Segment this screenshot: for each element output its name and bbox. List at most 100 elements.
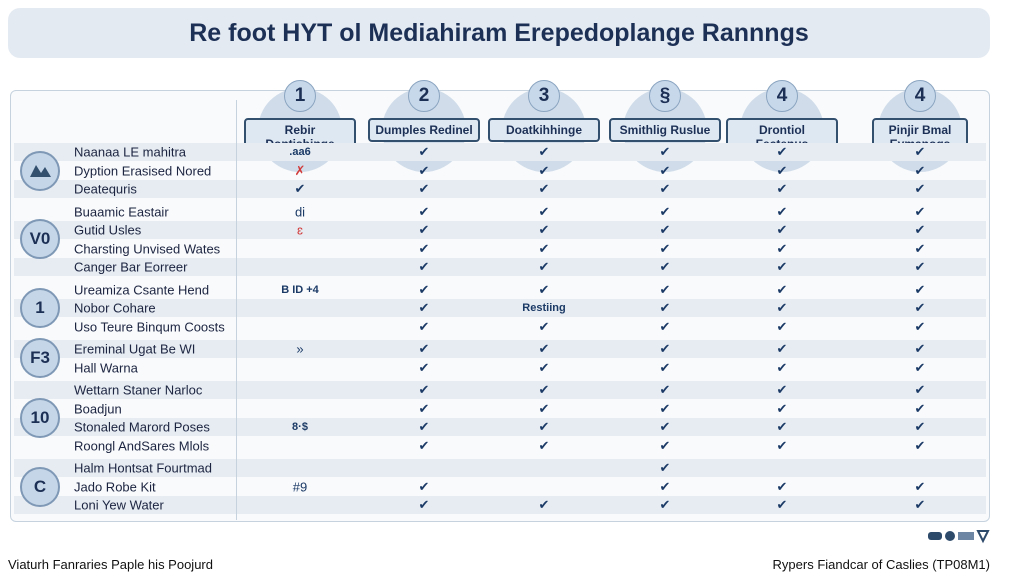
cell-text: B ID +4 (281, 283, 319, 296)
check-mark: ✔ (418, 162, 430, 178)
check-mark: ✔ (914, 400, 926, 416)
check-mark: ✔ (538, 222, 550, 237)
row-band (14, 459, 986, 477)
check-mark: ✔ (418, 240, 430, 256)
check-mark: ✔ (538, 318, 550, 334)
footer-left: Viaturh Fanraries Paple his Poojurd (8, 557, 213, 572)
check-mark: ✔ (538, 382, 550, 397)
row-label: Stonaled Marord Poses (74, 419, 210, 435)
row-label: Naanaa LE mahitra (74, 144, 187, 160)
cell-text: ✗ (294, 162, 306, 178)
column-number: 3 (528, 80, 560, 112)
row-label: Boadjun (74, 401, 122, 416)
check-mark: ✔ (538, 400, 550, 416)
cell-text: .aa6 (289, 146, 311, 158)
check-mark: ✔ (659, 382, 671, 397)
check-mark: ✔ (776, 400, 788, 416)
check-mark: ✔ (776, 300, 788, 315)
check-mark: ✔ (914, 318, 926, 334)
check-mark: ✔ (776, 382, 788, 397)
group-badge: 10 (20, 397, 60, 438)
check-mark: ✔ (776, 437, 788, 453)
row-label: Jado Robe Kit (74, 479, 156, 494)
check-mark: ✔ (914, 240, 926, 256)
footer-right: Rypers Fiandcar of Caslies (TP08M1) (772, 557, 990, 572)
cell-text: 8·$ (292, 421, 308, 433)
check-mark: ✔ (914, 300, 926, 315)
column-label: Smithlig Ruslue (609, 118, 721, 142)
check-mark: ✔ (776, 419, 788, 434)
group-badge: V0 (20, 219, 60, 260)
check-mark: ✔ (776, 240, 788, 256)
check-mark: ✔ (776, 222, 788, 237)
row-band (14, 258, 986, 276)
divider (236, 100, 237, 520)
check-mark: ✔ (418, 478, 430, 494)
check-mark: ✔ (418, 341, 430, 356)
row-band (14, 143, 986, 161)
check-mark: ✔ (914, 341, 926, 356)
check-mark: ✔ (659, 240, 671, 256)
check-mark: ✔ (538, 341, 550, 356)
check-mark: ✔ (776, 144, 788, 159)
row-label: Dyption Erasised Nored (74, 163, 212, 178)
row-band (14, 299, 986, 317)
check-mark: ✔ (776, 203, 788, 219)
cell-text: #9 (292, 479, 308, 494)
check-mark: ✔ (659, 222, 671, 237)
column-label: Doatkihhinge (488, 118, 600, 142)
check-mark: ✔ (538, 259, 550, 274)
row-label: Halm Hontsat Fourtmad (74, 460, 212, 476)
check-mark: ✔ (914, 222, 926, 237)
check-mark: ✔ (914, 359, 926, 375)
check-mark: ✔ (418, 419, 430, 434)
check-mark: ✔ (538, 162, 550, 178)
check-mark: ✔ (659, 400, 671, 416)
group-badge: F3 (20, 338, 60, 379)
check-mark: ✔ (776, 318, 788, 334)
group-icon (20, 150, 60, 191)
row-label: Canger Bar Eorreer (74, 259, 188, 275)
row-label: Ureamiza Csante Hend (74, 282, 210, 297)
row-band (14, 340, 986, 358)
column-number: 4 (766, 80, 798, 112)
check-mark: ✔ (659, 460, 671, 475)
check-mark: ✔ (418, 497, 430, 512)
check-mark: ✔ (418, 222, 430, 237)
check-mark: ✔ (914, 478, 926, 494)
check-mark: ✔ (659, 162, 671, 178)
check-mark: ✔ (914, 382, 926, 397)
check-mark: ✔ (538, 181, 550, 196)
check-mark: ✔ (418, 359, 430, 375)
group-badge: C (20, 466, 60, 507)
check-mark: ✔ (776, 478, 788, 494)
check-mark: ✔ (659, 497, 671, 512)
title-box (8, 8, 990, 58)
check-mark: ✔ (914, 281, 926, 297)
row-label: Deatequris (74, 181, 137, 197)
check-mark: ✔ (914, 162, 926, 178)
check-mark: ✔ (659, 181, 671, 196)
check-mark: ✔ (914, 437, 926, 453)
check-mark: ✔ (418, 382, 430, 397)
row-label: Gutid Usles (74, 222, 142, 238)
row-label: Uso Teure Binqum Coosts (74, 319, 225, 334)
check-mark: ✔ (914, 144, 926, 159)
check-mark: ✔ (776, 162, 788, 178)
check-mark: ✔ (659, 203, 671, 219)
check-mark: ✔ (776, 259, 788, 274)
check-mark: ✔ (776, 181, 788, 196)
check-mark: ✔ (659, 144, 671, 159)
check-mark: ✔ (914, 181, 926, 196)
check-mark: ✔ (914, 259, 926, 274)
row-band (14, 180, 986, 198)
check-mark: ✔ (776, 497, 788, 512)
check-mark: ✔ (659, 359, 671, 375)
check-mark: ✔ (418, 300, 430, 315)
row-label: Nobor Cohare (74, 300, 156, 316)
column-number: § (649, 80, 681, 112)
check-mark: ✔ (418, 259, 430, 274)
check-mark: ✔ (659, 437, 671, 453)
check-mark: ✔ (418, 144, 430, 159)
row-label: Loni Yew Water (74, 497, 164, 513)
